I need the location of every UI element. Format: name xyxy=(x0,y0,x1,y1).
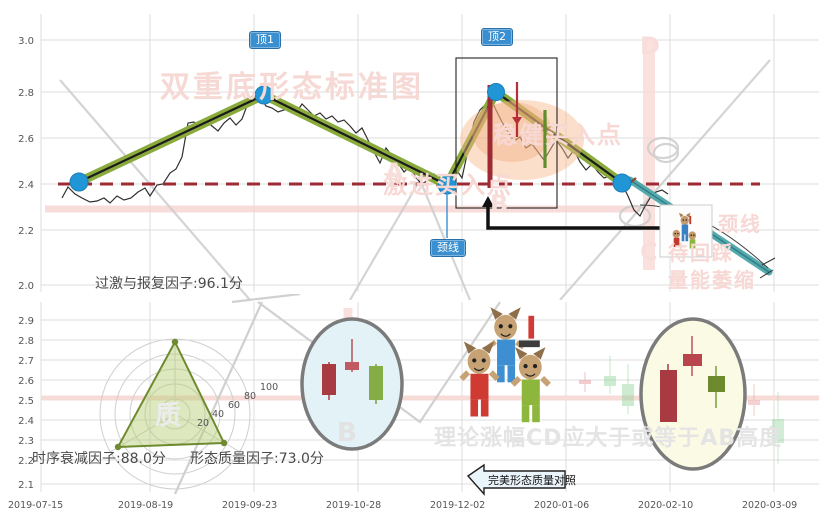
lower-faded-candles-left xyxy=(579,356,634,414)
quality-radar-chart: 20 40 60 80 100 质 xyxy=(99,338,278,490)
xtick-2: 2019-09-23 xyxy=(222,500,278,511)
x-axis: 2019-07-15 2019-08-19 2019-09-23 2019-10… xyxy=(0,500,826,520)
lower-ytick-0: 2.9 xyxy=(18,316,34,327)
lower-ytick-3: 2.6 xyxy=(18,376,34,387)
badge-top1[interactable]: 顶1 xyxy=(249,31,281,49)
upper-ytick-5: 2.0 xyxy=(18,281,34,292)
upper-elbow-arrow xyxy=(482,196,660,230)
lower-ytick-8: 2.1 xyxy=(18,480,34,491)
upper-ytick-2: 2.6 xyxy=(18,134,34,145)
radar-tick-60: 60 xyxy=(228,400,240,411)
xtick-5: 2020-01-06 xyxy=(534,500,590,511)
lower-candlestick-chart: 2.9 2.8 2.7 2.6 2.5 2.4 2.3 2.2 2.1 xyxy=(18,294,819,496)
upper-ytick-4: 2.2 xyxy=(18,226,34,237)
badge-neckline[interactable]: 颈线 xyxy=(430,239,466,257)
radar-tick-100: 100 xyxy=(260,382,278,393)
upper-price-pattern-chart: 3.0 2.8 2.6 2.4 2.2 2.0 xyxy=(18,14,819,300)
lower-highlight-ellipse-b xyxy=(300,317,404,451)
upper-ytick-0: 3.0 xyxy=(18,36,34,47)
radar-tick-40: 40 xyxy=(212,409,224,420)
lower-ytick-2: 2.7 xyxy=(18,356,34,367)
xtick-3: 2019-10-28 xyxy=(326,500,382,511)
callout-label-perfect-pattern[interactable]: 完美形态质量对照 xyxy=(488,474,576,487)
upper-ytick-1: 2.8 xyxy=(18,88,34,99)
lower-candles-group-right xyxy=(660,336,725,422)
lower-mascot-dogs xyxy=(459,307,551,423)
upper-pink-brush-marks xyxy=(45,40,655,270)
lower-ytick-1: 2.8 xyxy=(18,336,34,347)
lower-ytick-6: 2.3 xyxy=(18,436,34,447)
radar-center-watermark: 质 xyxy=(155,401,181,431)
xtick-0: 2019-07-15 xyxy=(8,500,64,511)
upper-pattern-box xyxy=(455,57,558,209)
lower-ytick-7: 2.2 xyxy=(18,456,34,467)
radar-polygon xyxy=(117,341,225,448)
xtick-7: 2020-03-09 xyxy=(742,500,798,511)
lower-callout-arrow xyxy=(466,463,566,496)
lower-faded-candles-right xyxy=(748,384,784,464)
badge-top2[interactable]: 顶2 xyxy=(481,28,513,46)
xtick-4: 2019-12-02 xyxy=(430,500,486,511)
upper-hand-drawn-guides xyxy=(59,59,771,300)
upper-mascot-box xyxy=(659,204,713,258)
radar-tick-20: 20 xyxy=(197,418,209,429)
lower-ytick-5: 2.4 xyxy=(18,416,34,427)
lower-highlight-ellipse-right xyxy=(639,317,747,471)
upper-ytick-3: 2.4 xyxy=(18,180,34,191)
upper-inner-candles xyxy=(487,82,547,188)
upper-pattern-nodes xyxy=(69,83,632,195)
radar-vertices xyxy=(114,338,228,451)
xtick-1: 2019-08-19 xyxy=(118,500,174,511)
radar-tick-80: 80 xyxy=(244,391,256,402)
lower-ytick-4: 2.5 xyxy=(18,396,34,407)
upper-orange-highlight-core xyxy=(472,102,552,162)
xtick-6: 2020-02-10 xyxy=(638,500,694,511)
lower-candles-group-b xyxy=(322,339,383,404)
